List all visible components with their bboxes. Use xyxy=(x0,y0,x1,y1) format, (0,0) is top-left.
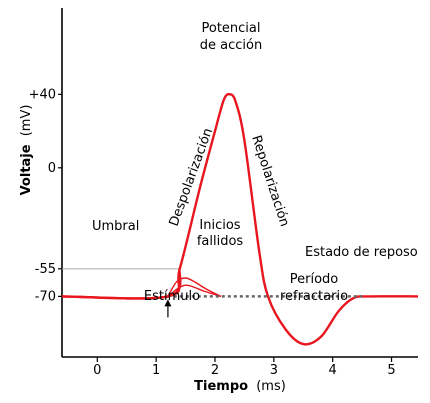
x-tick-label: 3 xyxy=(270,363,278,378)
action-potential-label-1: Potencial xyxy=(201,21,260,36)
depolarization-label: Despolarización xyxy=(167,126,216,228)
resting-state-label: Estado de reposo xyxy=(305,245,418,260)
x-axis-title-unit: (ms) xyxy=(256,379,286,394)
action-potential-label-2: de acción xyxy=(200,38,262,53)
threshold-label: Umbral xyxy=(92,219,139,234)
y-tick-label: 0 xyxy=(48,161,56,176)
stimulus-label: Estímulo xyxy=(144,289,200,304)
stimulus-arrow-head xyxy=(164,299,172,307)
y-axis-title-unit: (mV) xyxy=(19,105,34,137)
failed-initiations-label-1: Inicios xyxy=(199,218,240,233)
x-tick-label: 2 xyxy=(211,363,219,378)
series-group xyxy=(61,92,419,346)
y-tick-label: -70 xyxy=(35,289,56,304)
action-potential-rise-overlay xyxy=(61,268,182,300)
x-tick-label: 5 xyxy=(387,363,395,378)
y-tick-label: +40 xyxy=(29,87,56,102)
x-axis-title-main: Tiempo xyxy=(194,379,248,394)
y-axis-title: Voltaje (mV) xyxy=(19,105,34,196)
failed-initiation-2-line xyxy=(167,284,222,298)
refractory-period-label-1: Período xyxy=(290,272,339,287)
y-axis-title-main: Voltaje xyxy=(19,144,34,195)
x-tick-label: 4 xyxy=(329,363,337,378)
x-tick-label: 1 xyxy=(152,363,160,378)
failed-initiation-1-line xyxy=(167,277,222,298)
x-tick-label: 0 xyxy=(93,363,101,378)
x-axis-title: Tiempo (ms) xyxy=(194,379,286,394)
y-ticks: +40 0 -55 -70 xyxy=(29,87,62,304)
refractory-period-label-2: refractario xyxy=(280,289,348,304)
action-potential-line xyxy=(61,92,419,346)
failed-initiations-label-2: fallidos xyxy=(197,234,244,249)
y-tick-label: -55 xyxy=(35,262,56,277)
x-ticks: 0 1 2 3 4 5 xyxy=(93,357,396,378)
